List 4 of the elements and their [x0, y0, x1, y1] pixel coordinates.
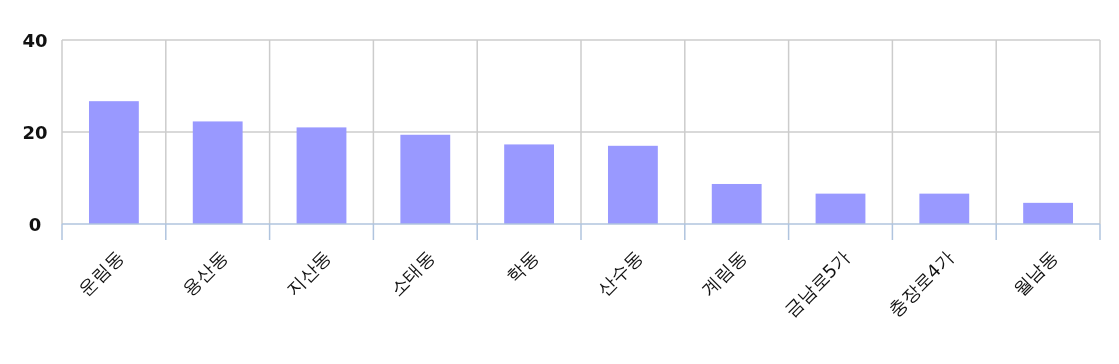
y-tick-label: 40 [22, 29, 48, 51]
x-tick-label: 학동 [502, 246, 543, 287]
y-tick-label: 0 [28, 213, 42, 235]
y-tick-label: 20 [22, 121, 48, 143]
